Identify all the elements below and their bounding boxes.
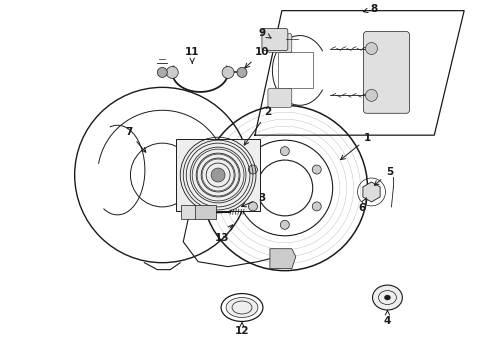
Circle shape xyxy=(222,67,234,78)
FancyBboxPatch shape xyxy=(268,88,292,107)
Text: 2: 2 xyxy=(245,107,271,145)
FancyBboxPatch shape xyxy=(268,33,292,53)
Text: 7: 7 xyxy=(125,127,146,152)
Ellipse shape xyxy=(372,285,402,310)
Text: 4: 4 xyxy=(384,310,391,327)
Text: 9: 9 xyxy=(258,28,271,38)
Text: 8: 8 xyxy=(363,4,378,14)
Text: 11: 11 xyxy=(185,48,199,63)
Circle shape xyxy=(157,67,167,77)
Text: 10: 10 xyxy=(245,48,269,68)
Circle shape xyxy=(248,202,257,211)
Bar xyxy=(176,139,260,211)
Circle shape xyxy=(312,202,321,211)
Polygon shape xyxy=(270,249,296,269)
Circle shape xyxy=(366,89,377,101)
Circle shape xyxy=(166,67,178,78)
Bar xyxy=(194,205,216,219)
Text: 13: 13 xyxy=(215,225,233,243)
Text: 12: 12 xyxy=(235,323,249,336)
Circle shape xyxy=(248,165,257,174)
Circle shape xyxy=(211,168,225,182)
Ellipse shape xyxy=(226,298,258,318)
Text: 3: 3 xyxy=(242,193,266,207)
Circle shape xyxy=(366,42,377,54)
FancyBboxPatch shape xyxy=(364,32,409,113)
Circle shape xyxy=(280,147,289,156)
Circle shape xyxy=(237,67,247,77)
Text: 5: 5 xyxy=(374,167,393,185)
Bar xyxy=(181,205,195,219)
Circle shape xyxy=(312,165,321,174)
Text: 1: 1 xyxy=(341,133,371,159)
Bar xyxy=(278,53,313,88)
Text: 6: 6 xyxy=(358,198,367,213)
Circle shape xyxy=(280,220,289,229)
FancyBboxPatch shape xyxy=(262,28,288,50)
Ellipse shape xyxy=(385,295,391,300)
